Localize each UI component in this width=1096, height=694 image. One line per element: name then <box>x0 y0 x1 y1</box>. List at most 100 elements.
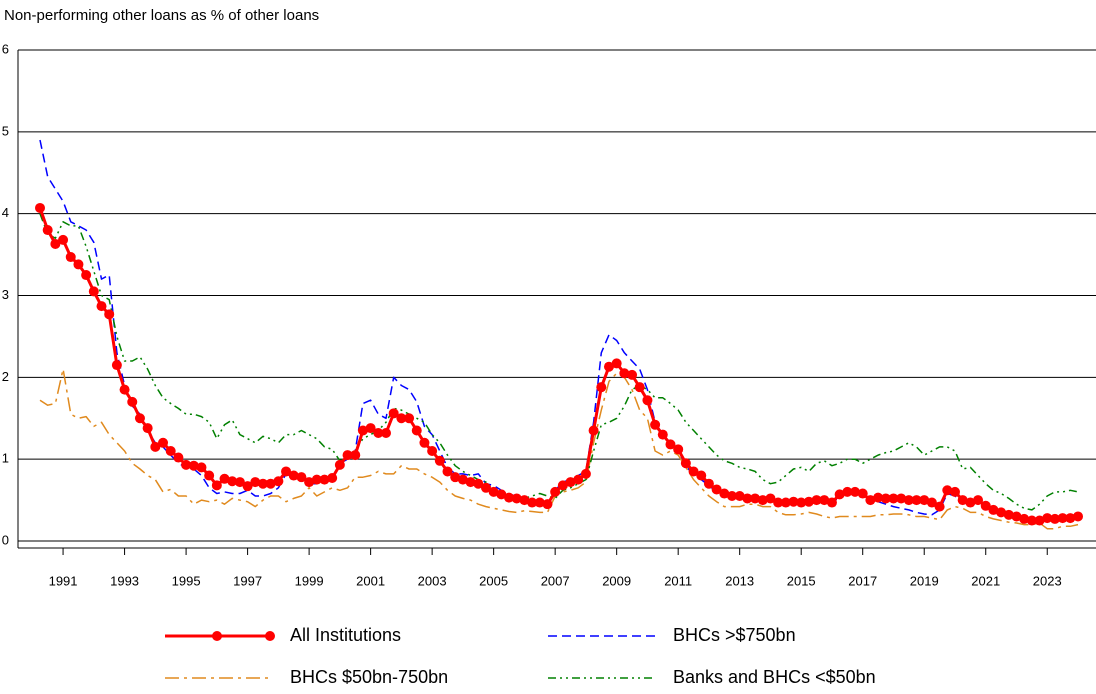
data-point <box>965 497 976 508</box>
data-point <box>588 425 599 436</box>
data-point <box>542 499 553 510</box>
data-point <box>257 478 268 489</box>
data-point <box>703 478 714 489</box>
data-point <box>142 423 153 434</box>
data-point <box>750 493 761 504</box>
data-point <box>250 477 261 488</box>
data-point <box>550 486 561 497</box>
data-point <box>627 369 638 380</box>
data-point <box>35 202 45 213</box>
data-point <box>242 481 253 492</box>
x-tick-label: 2013 <box>725 573 754 588</box>
legend-label: BHCs >$750bn <box>673 625 796 645</box>
x-tick-label: 1991 <box>49 573 78 588</box>
data-point <box>619 368 630 379</box>
data-point <box>719 488 730 499</box>
data-point <box>381 427 391 438</box>
data-point <box>488 486 499 497</box>
data-point <box>603 361 614 372</box>
x-tick-label: 2009 <box>602 573 631 588</box>
data-point <box>919 495 930 506</box>
x-tick-label: 2023 <box>1033 573 1062 588</box>
data-point <box>1073 511 1083 522</box>
data-point <box>373 427 384 438</box>
data-point <box>104 309 115 320</box>
data-point <box>273 476 284 487</box>
data-point <box>427 445 438 456</box>
data-point <box>857 488 868 499</box>
data-point <box>480 482 491 493</box>
data-point <box>411 425 422 436</box>
data-point <box>796 497 807 508</box>
data-point <box>81 270 92 281</box>
y-tick-label: 2 <box>2 369 9 384</box>
data-point <box>934 501 945 512</box>
legend-label: All Institutions <box>290 625 401 645</box>
data-point <box>465 477 476 488</box>
legend-marker <box>212 631 222 641</box>
data-point <box>127 396 138 407</box>
data-point <box>896 493 907 504</box>
data-point <box>434 455 445 466</box>
data-point <box>842 486 853 497</box>
data-point <box>826 497 837 508</box>
data-point <box>1065 513 1076 524</box>
data-point <box>1019 513 1030 524</box>
x-tick-label: 2003 <box>418 573 447 588</box>
data-point <box>1057 513 1068 524</box>
data-point <box>742 493 753 504</box>
data-point <box>311 474 322 485</box>
data-point <box>234 477 245 488</box>
x-tick-label: 2021 <box>971 573 1000 588</box>
legend-label: Banks and BHCs <$50bn <box>673 667 876 687</box>
data-point <box>473 478 484 489</box>
x-tick-label: 1999 <box>295 573 324 588</box>
data-point <box>227 476 238 487</box>
data-point <box>288 470 299 481</box>
data-point <box>450 472 461 483</box>
data-point <box>673 444 684 455</box>
data-point <box>688 466 699 477</box>
data-point <box>219 473 230 484</box>
data-point <box>850 486 861 497</box>
data-point <box>519 495 530 506</box>
data-point <box>734 490 745 501</box>
data-point <box>980 500 991 511</box>
data-point <box>1049 513 1060 524</box>
data-point <box>757 495 768 506</box>
data-point <box>388 408 399 419</box>
data-point <box>949 486 960 497</box>
data-point <box>304 477 315 488</box>
data-point <box>150 441 161 452</box>
data-point <box>281 466 292 477</box>
data-point <box>788 496 799 507</box>
data-point <box>1026 515 1037 526</box>
data-point <box>327 472 338 483</box>
x-tick-label: 2011 <box>664 573 692 588</box>
data-point <box>657 429 668 440</box>
data-point <box>365 423 376 434</box>
data-point <box>58 234 69 245</box>
data-point <box>957 495 968 506</box>
x-tick-label: 2005 <box>479 573 508 588</box>
data-point <box>73 259 84 270</box>
data-point <box>988 504 999 515</box>
data-point <box>873 492 884 503</box>
data-point <box>811 495 822 506</box>
data-point <box>496 489 507 500</box>
data-point <box>865 495 876 506</box>
y-tick-label: 1 <box>2 451 9 466</box>
data-point <box>888 493 899 504</box>
data-point <box>711 484 722 495</box>
data-point <box>504 492 515 503</box>
data-point <box>196 462 207 473</box>
data-point <box>834 489 845 500</box>
data-point <box>165 445 176 456</box>
data-point <box>173 452 184 463</box>
y-tick-label: 3 <box>2 287 9 302</box>
data-point <box>111 360 122 371</box>
data-point <box>665 439 676 450</box>
data-point <box>903 495 914 506</box>
data-point <box>611 358 622 369</box>
